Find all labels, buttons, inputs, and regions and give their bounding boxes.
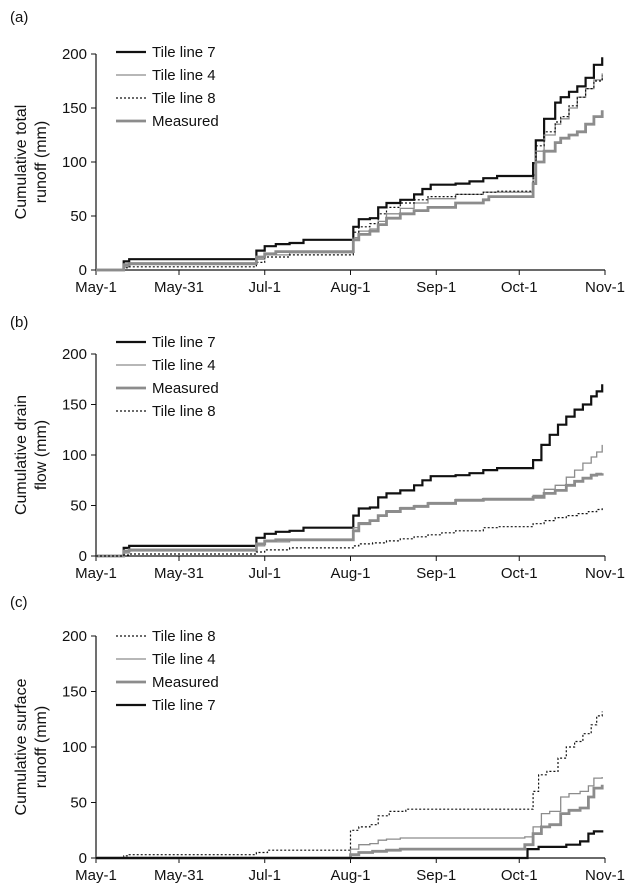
panel-c-xtick-label: Sep-1 xyxy=(416,867,456,884)
panel-b-ytick-label: 150 xyxy=(62,397,87,414)
panel-a-ytick-label: 150 xyxy=(62,100,87,117)
panel-a-legend-label-tile-line-7: Tile line 7 xyxy=(152,44,216,61)
panel-b-series-measured xyxy=(96,472,604,558)
panel-b-xtick-label: Aug-1 xyxy=(330,565,370,582)
panel-b-legend-label-measured: Measured xyxy=(152,380,219,397)
panel-b-legend-label-tile-line-8: Tile line 8 xyxy=(152,403,216,420)
panel-a-ytick-label: 50 xyxy=(70,208,87,225)
panel-b-xtick-label: Nov-1 xyxy=(585,565,625,582)
panel-c-ytick-label: 50 xyxy=(70,795,87,812)
panel-c-ytick-label: 200 xyxy=(62,628,87,645)
panel-c-xtick-label: May-31 xyxy=(154,867,204,884)
panel-b-y-axis-label: flow (mm) xyxy=(33,420,50,490)
panel-a-series-measured xyxy=(96,110,604,272)
panel-c-letter: (c) xyxy=(10,594,28,611)
panel-b-series-tile-line-8 xyxy=(96,507,603,557)
panel-a-y-axis-label: Cumulative total xyxy=(13,105,30,220)
panel-a-xtick-label: May-31 xyxy=(154,279,204,296)
panel-a-legend-label-tile-line-8: Tile line 8 xyxy=(152,90,216,107)
panel-c-ytick-label: 100 xyxy=(62,739,87,756)
panel-a-letter: (a) xyxy=(10,9,28,26)
panel-b-letter: (b) xyxy=(10,314,28,331)
panel-b-series-tile-line-7 xyxy=(96,384,604,558)
panel-c-xtick-label: Nov-1 xyxy=(585,867,625,884)
panel-b-xtick-label: May-31 xyxy=(154,565,204,582)
panel-c-ytick-label: 150 xyxy=(62,684,87,701)
panel-a-xtick-label: Oct-1 xyxy=(501,279,538,296)
panel-b-xtick-label: Oct-1 xyxy=(501,565,538,582)
panel-b-ytick-label: 200 xyxy=(62,346,87,363)
panel-c-ytick-label: 0 xyxy=(79,850,87,867)
panel-a-xtick-label: Aug-1 xyxy=(330,279,370,296)
panel-b-ytick-label: 0 xyxy=(79,548,87,565)
panel-b-ytick-label: 100 xyxy=(62,447,87,464)
panel-b-y-axis-label: Cumulative drain xyxy=(13,395,30,515)
panel-a-ytick-label: 200 xyxy=(62,46,87,63)
panel-a-ytick-label: 100 xyxy=(62,154,87,171)
panel-c-legend-label-tile-line-4: Tile line 4 xyxy=(152,651,216,668)
panel-c-series-tile-line-8 xyxy=(96,711,603,859)
panel-b: (b) 0 50 100 150 200 May-1 May-31 Jul-1 Aug-1 Sep-… xyxy=(10,314,625,582)
panel-c-y-axis-label: Cumulative surface xyxy=(13,678,30,815)
panel-b-xtick-label: Sep-1 xyxy=(416,565,456,582)
panel-b-xtick-label: Jul-1 xyxy=(248,565,281,582)
panel-b-ytick-label: 50 xyxy=(70,498,87,515)
panel-a-xtick-label: Jul-1 xyxy=(248,279,281,296)
panel-c-xtick-label: Aug-1 xyxy=(330,867,370,884)
panel-a-xtick-label: Sep-1 xyxy=(416,279,456,296)
panel-b-xtick-label: May-1 xyxy=(75,565,117,582)
panel-a-series-tile-line-7 xyxy=(96,57,604,272)
panel-a-xtick-label: May-1 xyxy=(75,279,117,296)
panel-c-legend-label-tile-line-7: Tile line 7 xyxy=(152,697,216,714)
panel-a: (a) 0 50 100 150 200 May-1 May-31 Jul-1 Aug-1 Sep-… xyxy=(10,9,625,296)
panel-c-series-tile-line-7 xyxy=(96,830,604,860)
panel-a-y-axis-label: runoff (mm) xyxy=(33,121,50,203)
panel-c-legend-label-measured: Measured xyxy=(152,674,219,691)
panel-c-y-axis-label: runoff (mm) xyxy=(33,706,50,788)
panel-b-legend-label-tile-line-7: Tile line 7 xyxy=(152,334,216,351)
panel-a-ytick-label: 0 xyxy=(79,262,87,279)
panel-c-series-measured xyxy=(96,784,604,860)
panel-a-xtick-label: Nov-1 xyxy=(585,279,625,296)
panel-b-legend-label-tile-line-4: Tile line 4 xyxy=(152,357,216,374)
panel-c: (c) 0 50 100 150 200 May-1 May-31 Jul-1 Aug-1 Sep-… xyxy=(10,594,625,884)
panel-a-legend-label-tile-line-4: Tile line 4 xyxy=(152,67,216,84)
panel-c-xtick-label: Jul-1 xyxy=(248,867,281,884)
panel-c-xtick-label: May-1 xyxy=(75,867,117,884)
panel-a-legend-label-measured: Measured xyxy=(152,113,219,130)
panel-c-legend-label-tile-line-8: Tile line 8 xyxy=(152,628,216,645)
panel-c-xtick-label: Oct-1 xyxy=(501,867,538,884)
